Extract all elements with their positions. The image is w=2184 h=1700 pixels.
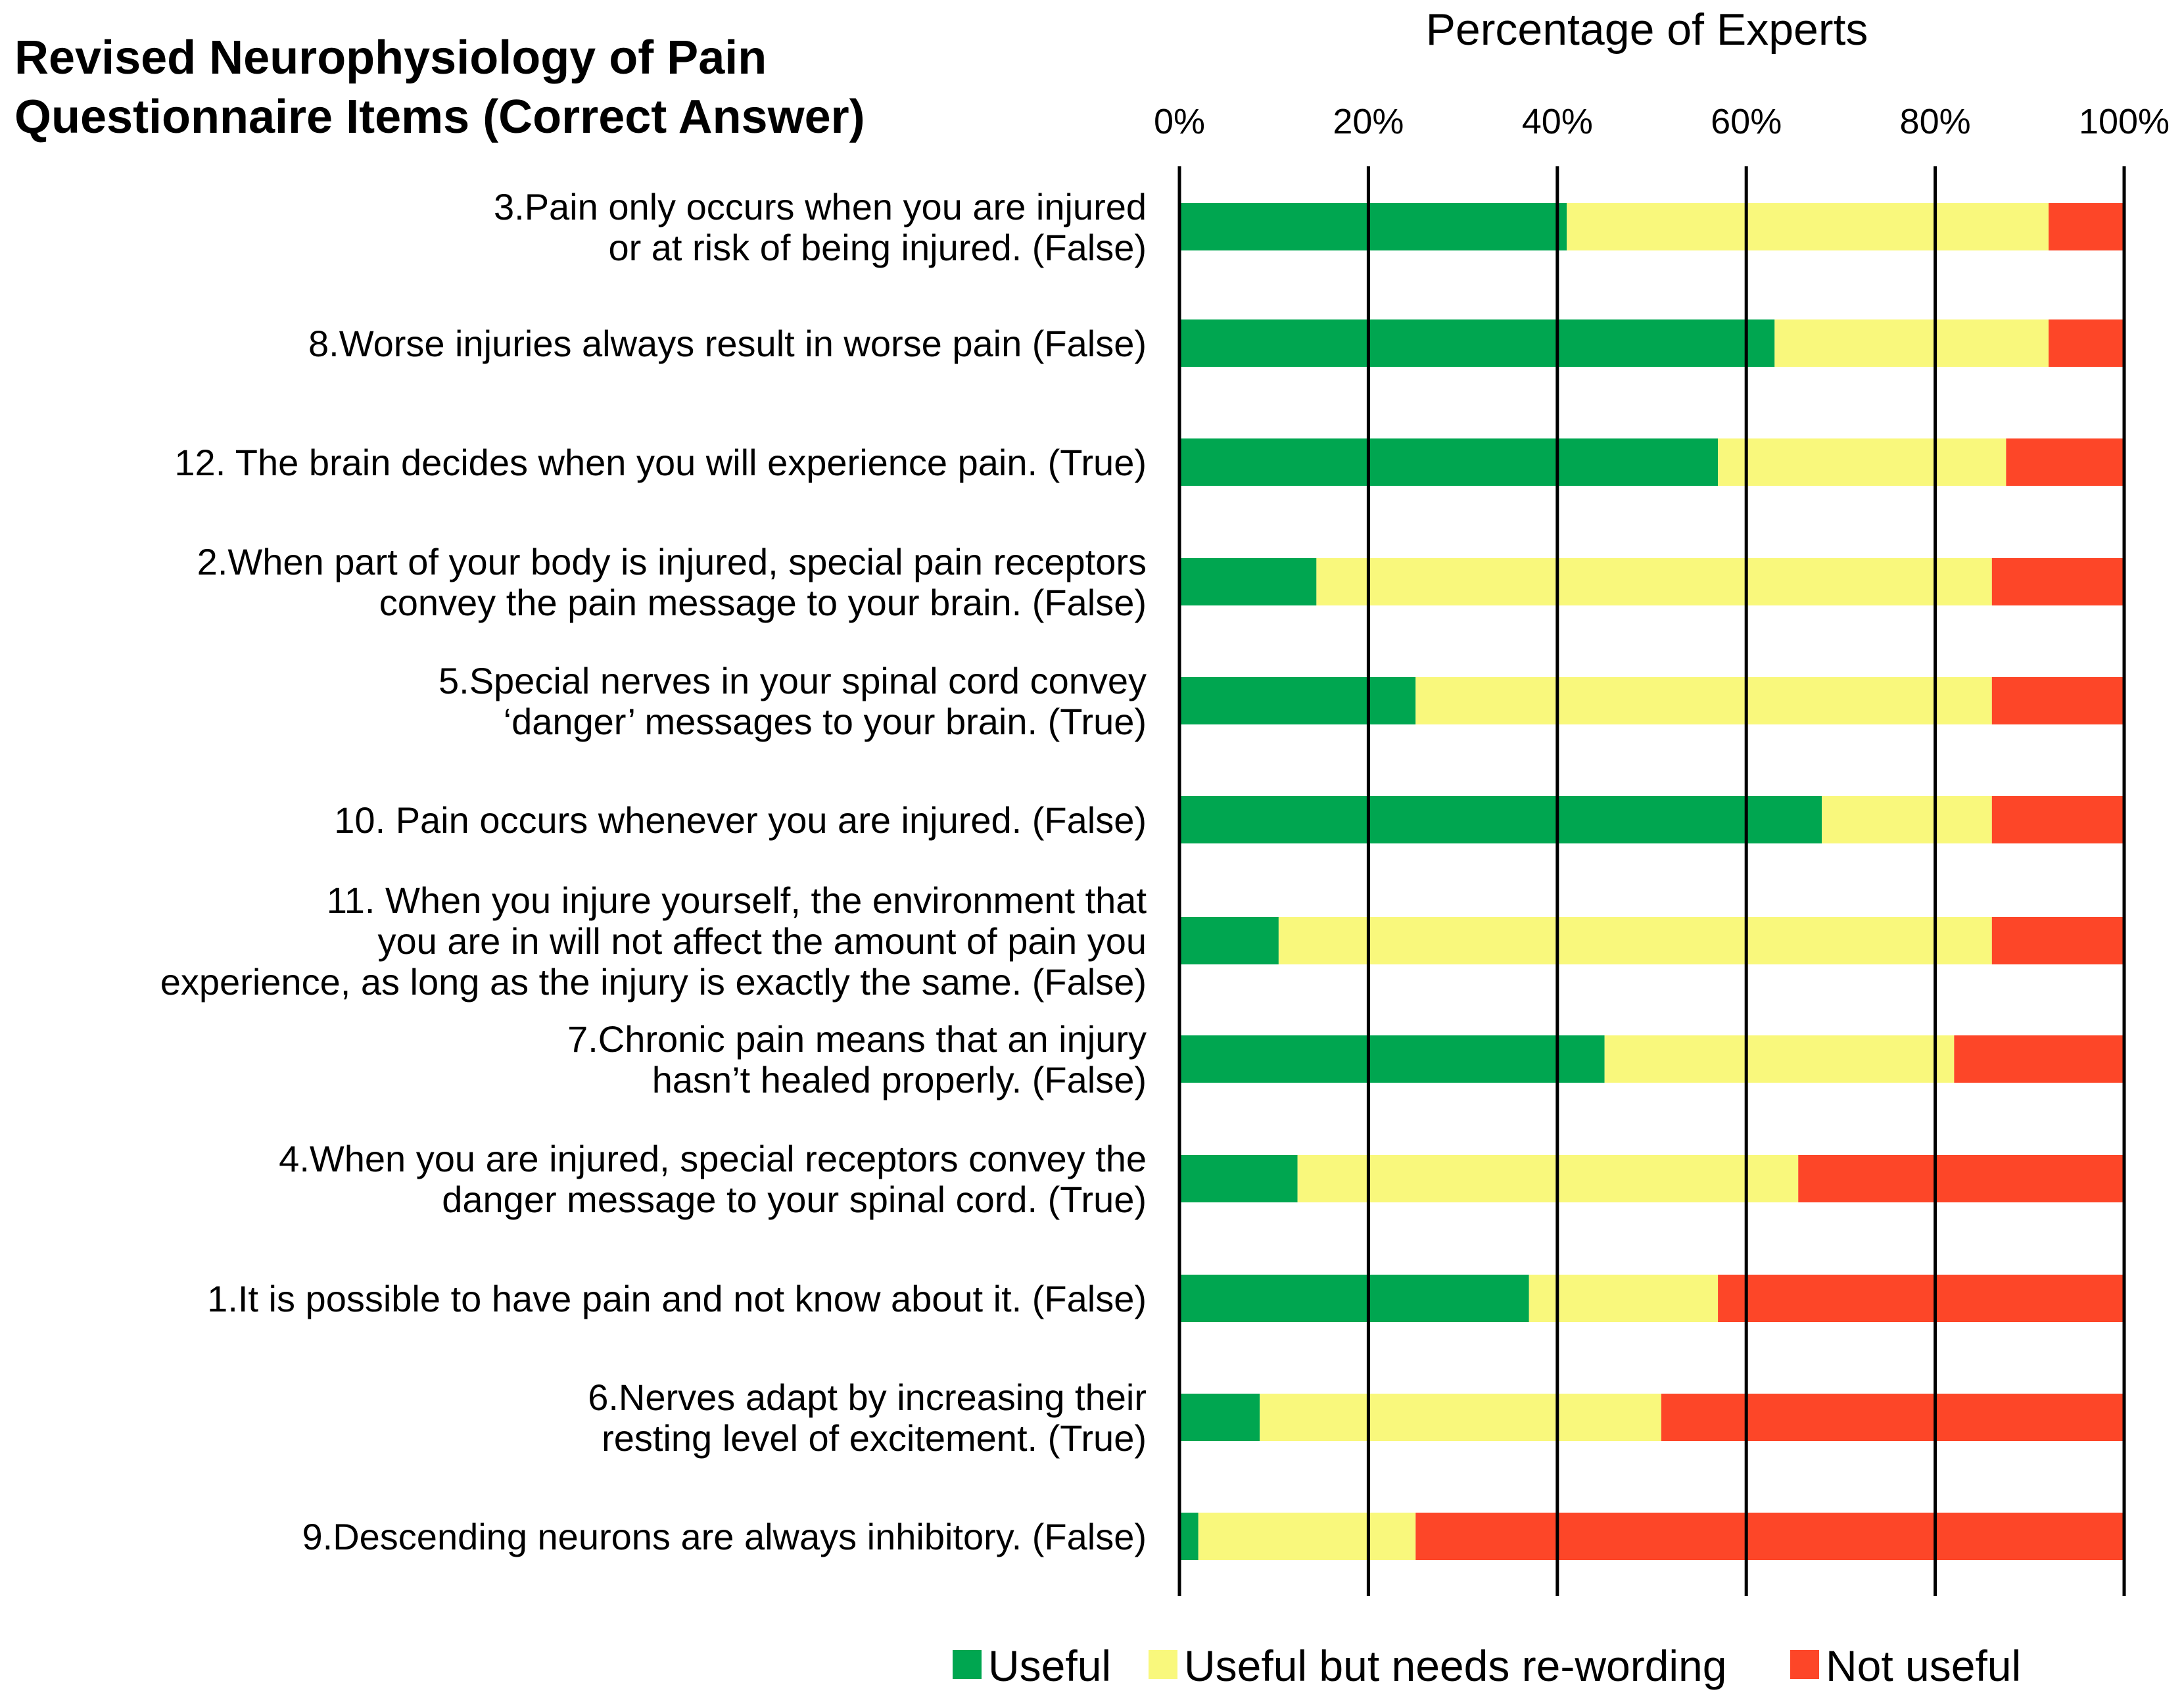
category-label-line: 7.Chronic pain means that an injury (567, 1018, 1147, 1060)
category-label-line: 3.Pain only occurs when you are injured (494, 186, 1147, 227)
legend-label: Useful (988, 1641, 1111, 1690)
bar-segment (1260, 1394, 1661, 1441)
category-label: 12. The brain decides when you will expe… (174, 442, 1147, 483)
category-label-line: 4.When you are injured, special receptor… (279, 1138, 1147, 1179)
chart-title: Revised Neurophysiology of Pain Questionn… (14, 32, 865, 143)
category-label-line: 12. The brain decides when you will expe… (174, 442, 1147, 483)
bar-segment (1297, 1155, 1799, 1202)
chart-title-line: Questionnaire Items (Correct Answer) (14, 91, 865, 143)
category-label-line: 9.Descending neurons are always inhibito… (302, 1516, 1147, 1557)
bar-segment (1774, 319, 2049, 367)
category-label-line: or at risk of being injured. (False) (608, 227, 1147, 268)
bar-segment (1179, 558, 1317, 605)
bar-segment (1991, 796, 2124, 843)
category-label-line: 11. When you injure yourself, the enviro… (327, 880, 1147, 921)
bar-segment (1718, 1275, 2124, 1322)
category-label-line: you are in will not affect the amount of… (378, 920, 1147, 962)
legend-swatch (1149, 1650, 1177, 1679)
x-tick-label: 100% (2079, 102, 2170, 141)
bar-segment (1179, 1035, 1605, 1083)
bar-segment (1661, 1394, 2124, 1441)
bar-segment (1415, 677, 1992, 724)
x-axis-title: Percentage of Experts (1426, 5, 1868, 55)
category-labels: 3.Pain only occurs when you are injured o… (160, 186, 1147, 1557)
bar-segment (1798, 1155, 2124, 1202)
category-label-line: 6.Nerves adapt by increasing their (588, 1377, 1147, 1418)
category-label: 6.Nerves adapt by increasing their restin… (588, 1377, 1147, 1459)
bar-segment (1179, 917, 1279, 964)
bar-segment (1179, 1394, 1260, 1441)
bar-segment (2006, 438, 2124, 486)
bars (1179, 203, 2124, 1560)
category-label: 2.When part of your body is injured, spe… (197, 541, 1147, 623)
legend-label: Useful but needs re-wording (1184, 1641, 1726, 1690)
x-tick-label: 40% (1522, 102, 1593, 141)
bar-segment (1991, 917, 2124, 964)
legend: Useful Useful but needs re-wording Not use… (953, 1641, 2021, 1690)
bar-segment (2049, 319, 2124, 367)
category-label-line: convey the pain message to your brain. (… (379, 582, 1147, 623)
bar-segment (1179, 677, 1416, 724)
category-label: 10. Pain occurs whenever you are injured… (334, 799, 1147, 841)
bar-segment (1529, 1275, 1719, 1322)
bar-segment (1316, 558, 1992, 605)
chart-title-line: Revised Neurophysiology of Pain (14, 32, 767, 84)
category-label: 9.Descending neurons are always inhibito… (302, 1516, 1147, 1557)
category-label-line: 10. Pain occurs whenever you are injured… (334, 799, 1147, 841)
category-label-line: 1.It is possible to have pain and not kn… (207, 1278, 1147, 1319)
bar-segment (1822, 796, 1992, 843)
x-tick-label: 80% (1900, 102, 1971, 141)
bar-segment (1179, 438, 1719, 486)
bar-segment (1278, 917, 1992, 964)
bar-segment (1198, 1513, 1416, 1560)
x-axis-ticks: 0% 20% 40% 60% 80% 100% (1154, 102, 2170, 141)
bar-segment (1567, 203, 2049, 250)
category-label-line: resting level of excitement. (True) (602, 1417, 1147, 1459)
bar-segment (1415, 1513, 2124, 1560)
category-label: 8.Worse injuries always result in worse … (308, 323, 1147, 364)
category-label-line: danger message to your spinal cord. (Tru… (442, 1179, 1147, 1220)
legend-swatch (1790, 1650, 1819, 1679)
bar-segment (2049, 203, 2124, 250)
bar-segment (1991, 558, 2124, 605)
bar-segment (1179, 319, 1775, 367)
bar-segment (1954, 1035, 2124, 1083)
bar-segment (1604, 1035, 1955, 1083)
bar-segment (1179, 203, 1567, 250)
category-label-line: 2.When part of your body is injured, spe… (197, 541, 1147, 582)
legend-label: Not useful (1826, 1641, 2021, 1690)
category-label: 3.Pain only occurs when you are injured o… (494, 186, 1147, 268)
category-label-line: ‘danger’ messages to your brain. (True) (504, 701, 1147, 742)
category-label: 1.It is possible to have pain and not kn… (207, 1278, 1147, 1319)
category-label: 7.Chronic pain means that an injury hasn’… (567, 1018, 1147, 1100)
bar-segment (1718, 438, 2006, 486)
x-tick-label: 20% (1333, 102, 1404, 141)
category-label: 11. When you injure yourself, the enviro… (160, 880, 1147, 1003)
bar-segment (1179, 1513, 1199, 1560)
x-tick-label: 0% (1154, 102, 1205, 141)
gridlines (1177, 166, 2126, 1596)
category-label-line: experience, as long as the injury is exa… (160, 961, 1147, 1003)
category-label-line: hasn’t healed properly. (False) (652, 1059, 1147, 1100)
category-label: 5.Special nerves in your spinal cord con… (439, 660, 1147, 742)
category-label-line: 5.Special nerves in your spinal cord con… (439, 660, 1147, 701)
category-label: 4.When you are injured, special receptor… (279, 1138, 1147, 1220)
bar-segment (1179, 796, 1822, 843)
bar-segment (1991, 677, 2124, 724)
category-label-line: 8.Worse injuries always result in worse … (308, 323, 1147, 364)
bar-segment (1179, 1155, 1298, 1202)
x-tick-label: 60% (1711, 102, 1782, 141)
bar-segment (1179, 1275, 1529, 1322)
legend-swatch (953, 1650, 982, 1679)
